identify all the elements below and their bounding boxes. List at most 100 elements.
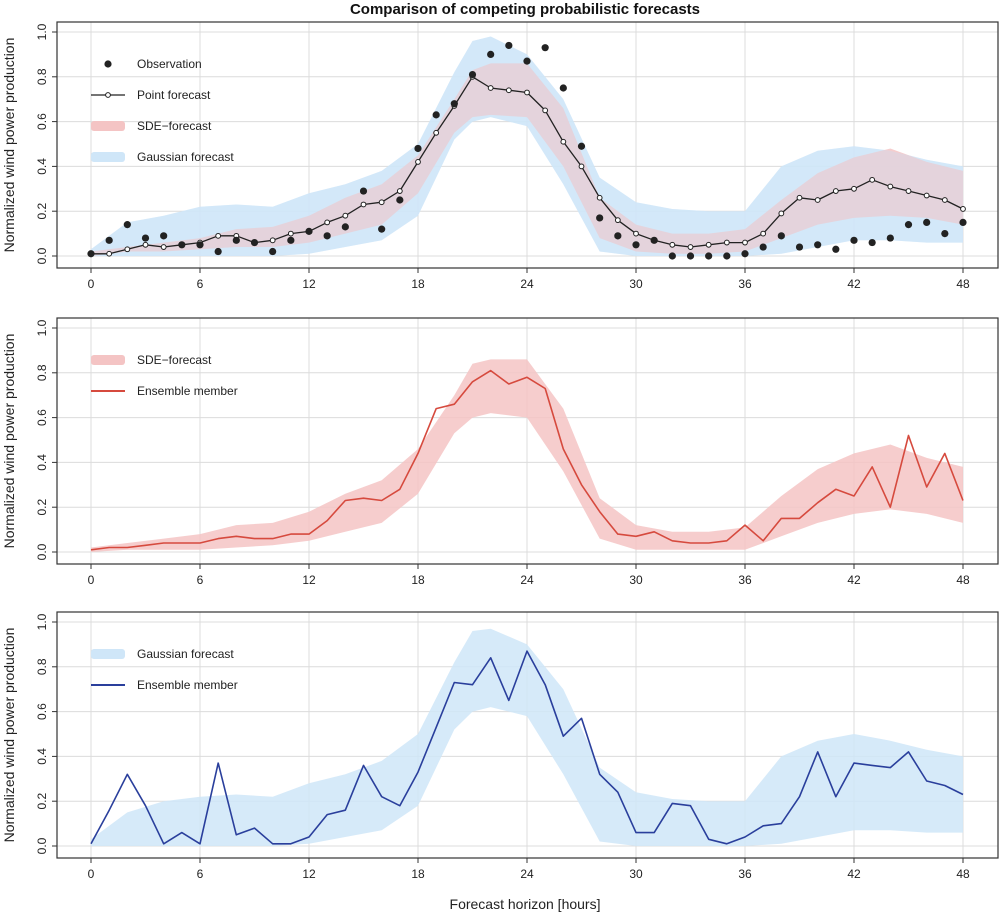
legend-observation-symbol [104,60,112,68]
y-tick-label: 1.0 [35,613,49,630]
observation-point [668,252,676,260]
x-tick-label: 36 [738,277,752,291]
y-tick-label: 0.0 [35,247,49,264]
y-tick-label: 0.4 [35,748,49,765]
point-forecast-marker [723,239,730,246]
legend-label: Ensemble member [137,384,238,398]
observation-point [160,232,168,240]
point-forecast-marker [960,206,966,212]
observation-point [868,238,876,247]
observation-point [87,250,95,258]
x-tick-label: 18 [411,867,425,881]
observation-point [396,196,404,204]
observation-point [123,221,131,229]
observation-point [214,247,222,256]
observation-point [596,214,604,222]
y-tick-label: 0.2 [35,499,49,516]
gaussian-forecast-band [91,628,963,846]
y-tick-label: 0.2 [35,203,49,220]
y-tick-label: 0.4 [35,158,49,175]
observation-point [487,50,495,59]
y-tick-label: 1.0 [35,319,49,336]
observation-point [723,252,731,260]
observation-point [959,218,967,226]
observation-point [378,225,386,233]
observation-point [777,232,785,240]
point-forecast-marker [923,192,930,199]
observation-point [886,234,894,242]
sde-forecast-band [91,63,963,257]
point-forecast-marker [160,244,167,250]
point-forecast-marker [778,210,785,217]
point-forecast-marker [360,201,367,208]
point-forecast-marker [378,199,385,206]
point-forecast-marker [124,246,131,253]
y-tick-label: 0.0 [35,543,49,560]
observation-point [196,241,204,249]
y-tick-label: 0.8 [35,68,49,85]
y-tick-label: 1.0 [35,23,49,40]
legend-gaussian-swatch [91,649,125,659]
observation-point [923,218,931,226]
legend-label: Point forecast [137,88,211,102]
point-forecast-marker [687,244,694,250]
observation-point [287,236,295,244]
point-forecast-marker [832,188,839,194]
legend-point-forecast-marker [105,92,111,98]
chart-panel-2: 0 6 12 18 24 30 36 42 48 0.0 0.2 0.4 0.6 0.8 1.0 Normal… [1,317,999,587]
observation-point [505,41,513,50]
x-tick-label: 42 [847,573,861,587]
observation-point [686,252,695,260]
y-tick-label: 0.0 [35,837,49,854]
point-forecast-marker [524,89,530,96]
point-forecast-marker [324,219,331,226]
observation-point [850,236,858,244]
observation-point [105,236,113,244]
observation-point [432,111,440,119]
x-tick-label: 36 [738,573,752,587]
x-tick-label: 12 [302,277,316,291]
observation-point [650,236,658,244]
x-tick-label: 18 [411,277,425,291]
point-forecast-marker [415,159,421,165]
legend-label: SDE−forecast [137,353,212,367]
observation-point [232,236,240,244]
x-tick-label: 42 [847,867,861,881]
x-tick-label: 0 [88,277,95,291]
x-tick-label: 42 [847,277,861,291]
point-forecast-marker [669,241,676,248]
x-axis-label: Forecast horizon [hours] [450,896,601,912]
chart-panel-1: 0 6 12 18 24 30 36 42 48 0.0 0.2 0.4 0.6 0.8 1.0 Normal… [1,21,999,291]
observation-point [178,241,186,249]
y-tick-label: 0.8 [35,658,49,675]
ensemble-member-line [90,650,964,845]
y-axis-label: Normalized wind power production [1,38,17,253]
observation-point [705,252,713,260]
point-forecast-marker [760,230,767,237]
x-tick-label: 18 [411,573,425,587]
point-forecast-marker [215,232,222,239]
legend-sde-swatch [91,355,125,365]
x-tick-label: 24 [520,867,534,881]
x-tick-label: 0 [88,573,95,587]
legend-gaussian-swatch [91,152,125,162]
x-tick-label: 12 [302,573,316,587]
x-tick-label: 30 [629,573,643,587]
y-axis-label: Normalized wind power production [1,628,17,843]
sde-forecast-band [91,359,963,552]
x-tick-label: 6 [197,277,204,291]
legend-label: Observation [137,57,202,71]
x-tick-label: 0 [88,867,95,881]
point-forecast-marker [578,163,585,170]
point-forecast-marker [941,197,948,203]
point-forecast-marker [614,217,621,224]
ensemble-member-line [90,369,964,551]
observation-point [359,187,368,195]
y-tick-label: 0.4 [35,454,49,471]
y-tick-label: 0.2 [35,793,49,810]
x-tick-label: 48 [956,867,970,881]
point-forecast-marker [887,183,894,190]
y-axis-label: Normalized wind power production [1,334,17,549]
